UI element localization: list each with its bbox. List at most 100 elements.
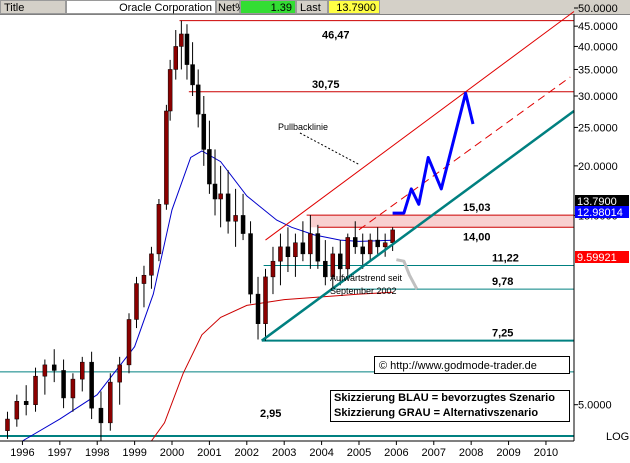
candle-body	[51, 364, 57, 371]
candle-body	[285, 246, 291, 258]
level-label: 9,78	[492, 276, 513, 288]
resistance-zone	[310, 215, 574, 228]
candle-body	[278, 246, 283, 262]
candle-body	[167, 69, 173, 112]
candle-body	[80, 361, 85, 380]
level-label: 15,03	[463, 202, 491, 214]
candle-body	[61, 370, 66, 399]
annotation-text: September 2002	[330, 286, 397, 296]
candle-body	[360, 246, 365, 255]
candle-body	[255, 293, 261, 324]
level-label: 46,47	[322, 30, 350, 42]
candle-body	[218, 193, 223, 200]
candle-body	[315, 233, 321, 262]
note-blue: Skizzierung BLAU = bevorzugtes Szenario	[334, 392, 555, 404]
x-tick-label: 2001	[197, 447, 221, 459]
price-tag	[575, 251, 629, 263]
candle-body	[184, 33, 190, 65]
candle-body	[248, 233, 253, 295]
x-tick-label: 2003	[272, 447, 296, 459]
candle-body	[89, 361, 94, 409]
candle-body	[23, 401, 29, 405]
net-label: Net%	[216, 0, 245, 14]
net-value: 1.39	[240, 0, 296, 14]
candle-body	[70, 378, 76, 399]
x-tick-label: 1997	[48, 447, 72, 459]
candle-body	[141, 274, 147, 284]
candle-body	[98, 407, 104, 424]
pullback-line	[265, 11, 575, 241]
last-value: 13.7900	[328, 0, 380, 14]
copyright-box[interactable]: © http://www.godmode-trader.de	[374, 356, 570, 374]
y-tick-label: 50.0000	[578, 3, 618, 15]
candle-body	[190, 64, 195, 86]
price-tag-label: 12.98014	[577, 207, 623, 219]
uptrend-line	[261, 109, 575, 342]
candle-body	[300, 242, 306, 255]
y-tick-label: 5.0000	[578, 400, 612, 412]
y-tick-label: 20.0000	[578, 161, 618, 173]
level-label: 14,00	[463, 231, 491, 243]
candle-body	[207, 149, 212, 185]
y-tick-label: 45.0000	[578, 21, 618, 33]
y-tick-label: 40.0000	[578, 41, 618, 53]
level-label: 2,95	[260, 408, 281, 420]
scenario-gray-path	[396, 258, 419, 290]
annotation-text: Pullbacklinie	[278, 122, 328, 132]
candle-body	[345, 237, 351, 270]
price-tag	[575, 206, 629, 218]
x-tick-label: 2010	[534, 447, 558, 459]
candle-body	[212, 183, 218, 200]
y-tick-label: 25.0000	[578, 122, 618, 134]
candle-body	[225, 193, 231, 222]
x-tick-label: 2005	[347, 447, 371, 459]
candle-body	[164, 110, 169, 205]
x-tick-label: 2008	[459, 447, 483, 459]
candle-body	[375, 239, 380, 248]
candle-body	[149, 253, 154, 276]
candle-body	[263, 276, 268, 324]
note-gray: Skizzierung GRAU = Alternativszenario	[334, 407, 539, 419]
candle-body	[367, 239, 373, 255]
candle-body	[293, 242, 298, 258]
price-tag	[575, 195, 629, 207]
x-tick-label: 2004	[309, 447, 333, 459]
candle-body	[42, 364, 48, 377]
candle-body	[352, 237, 358, 248]
candle-body	[323, 260, 328, 278]
candle-body	[330, 253, 336, 278]
candle-body	[233, 215, 238, 222]
candle-body	[390, 229, 395, 243]
x-tick-label: 2000	[160, 447, 184, 459]
candle-body	[308, 233, 313, 255]
moving-average-long	[150, 291, 393, 442]
candle-body	[173, 46, 179, 70]
symbol-name[interactable]: Oracle Corporation	[66, 0, 216, 14]
x-tick-label: 2002	[235, 447, 259, 459]
candle-body	[179, 33, 184, 47]
last-label: Last	[296, 0, 328, 14]
y-tick-label: 35.0000	[578, 64, 618, 76]
title-label[interactable]: Title	[0, 0, 66, 14]
candle-body	[201, 113, 207, 150]
candle-body	[117, 364, 122, 383]
price-tag-label: 9.59921	[577, 252, 617, 264]
y-tick-label: 30.0000	[578, 91, 618, 103]
level-label: 30,75	[312, 79, 340, 91]
candle-body	[14, 401, 20, 420]
candle-body	[5, 418, 10, 431]
x-tick-label: 1996	[10, 447, 34, 459]
candle-body	[338, 253, 343, 270]
scenario-legend-box: Skizzierung BLAU = bevorzugtes Szenario …	[330, 390, 570, 422]
x-tick-label: 2006	[384, 447, 408, 459]
title-bar: Title Oracle Corporation Net% 1.39 Last …	[0, 0, 630, 15]
candle-body	[195, 84, 201, 115]
candle-body	[156, 204, 162, 255]
log-scale-label: LOG	[606, 431, 629, 443]
candle-body	[240, 215, 246, 234]
candle-body	[108, 381, 113, 424]
candle-body	[134, 283, 139, 320]
x-tick-label: 1999	[122, 447, 146, 459]
